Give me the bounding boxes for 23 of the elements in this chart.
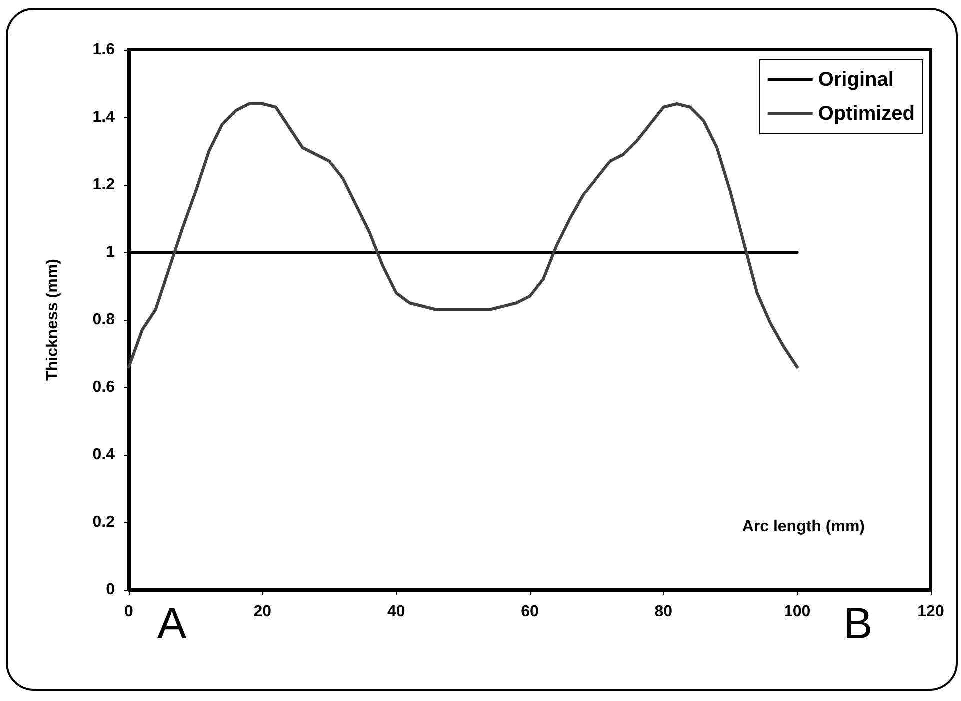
legend-label: Original — [818, 69, 894, 91]
y-tick-label: 0.2 — [92, 514, 116, 531]
y-tick-label: 1.6 — [92, 42, 116, 58]
x-tick-label: 0 — [124, 604, 134, 620]
x-tick-label: 80 — [654, 604, 673, 620]
y-axis-title: Thickness (mm) — [44, 259, 62, 381]
x-tick-label: 40 — [387, 604, 406, 620]
x-tick-label: 100 — [784, 604, 811, 620]
text: A — [157, 600, 188, 648]
x-tick-label: 60 — [521, 604, 539, 620]
y-tick-label: 1.2 — [92, 176, 116, 194]
y-tick-label: 1 — [106, 244, 116, 261]
line-series — [128, 102, 799, 369]
y-tick-label: 0.6 — [92, 379, 116, 396]
legend-label: Optimized — [818, 103, 915, 125]
text: B — [843, 600, 873, 648]
y-tick-label: 1.4 — [92, 109, 116, 126]
y-tick-label: 0.8 — [92, 312, 116, 328]
x-axis-title: Arc length (mm) — [742, 518, 865, 536]
x-tick-label: 120 — [918, 604, 944, 620]
y-tick-label: 0.4 — [92, 446, 116, 464]
x-tick-label: 20 — [254, 604, 272, 620]
y-tick-label: 0 — [106, 582, 116, 598]
